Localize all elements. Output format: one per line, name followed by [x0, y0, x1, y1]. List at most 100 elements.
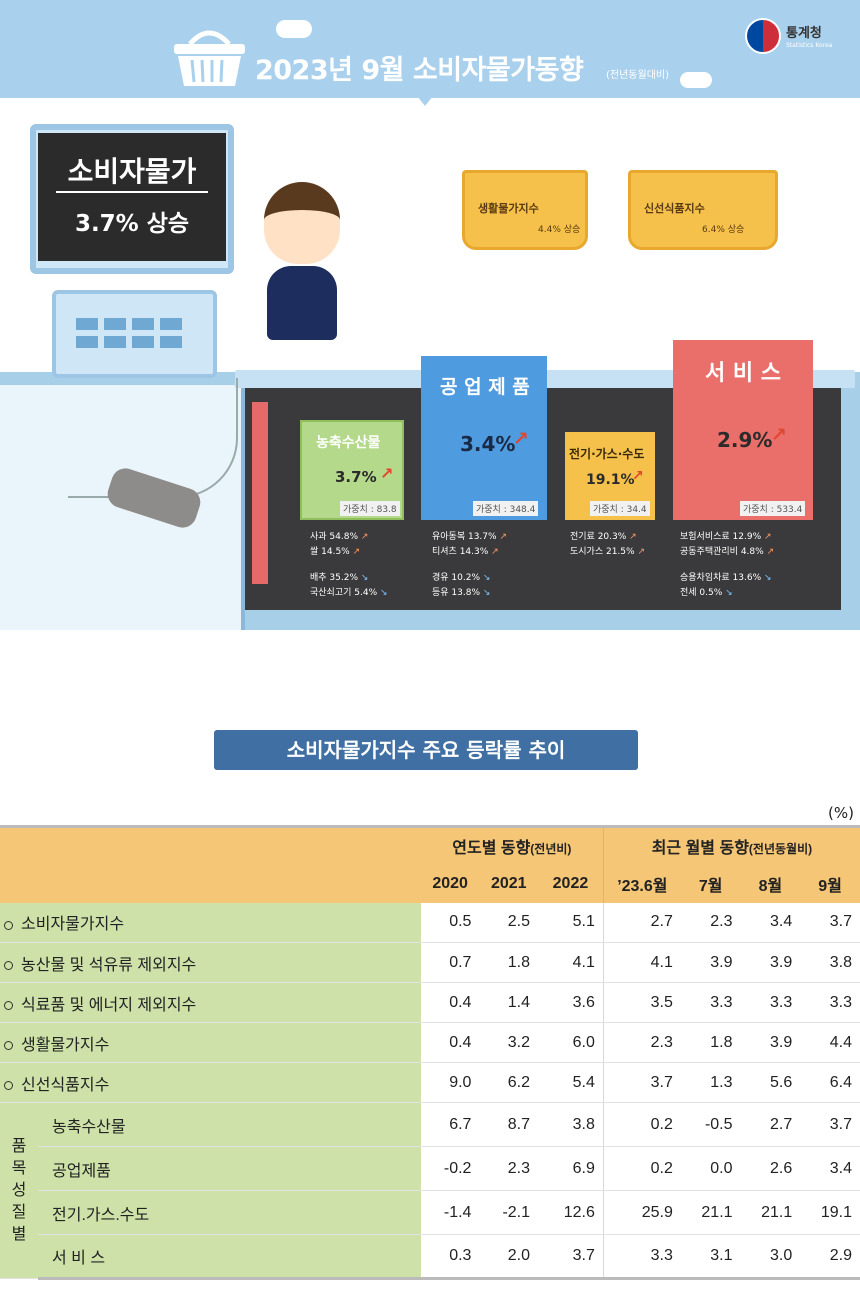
table-cell: 3.9	[680, 942, 741, 983]
monitor-divider	[56, 191, 208, 193]
table-cell: 21.1	[740, 1190, 801, 1235]
cloud-decoration	[276, 20, 312, 38]
table-header-row: 연도별 동향(전년비) 최근 월별 동향(전년동월비)	[0, 825, 860, 903]
category-industry-title: 공 업 제 품	[440, 376, 530, 398]
table-cell: 5.4	[538, 1062, 604, 1103]
page-title: 2023년 9월 소비자물가동향	[255, 55, 584, 86]
clerk-head-icon	[264, 182, 340, 264]
category-industry-value: 3.4%	[460, 432, 516, 456]
service-up-note-2: 공동주택관리비 4.8% ↗	[680, 547, 775, 557]
table-cell: 4.4	[800, 1022, 860, 1063]
basket-fresh-index	[628, 170, 778, 250]
table-cell: 6.4	[800, 1062, 860, 1103]
table-cell: 3.3	[680, 982, 741, 1023]
row-label: 농산물 및 석유류 제외지수	[0, 942, 421, 983]
row-label: 농축수산물	[38, 1102, 421, 1147]
table-cell: 3.4	[740, 902, 801, 943]
bullet-icon	[4, 960, 13, 970]
table-cell: 0.4	[420, 1022, 480, 1063]
row-label: 신선식품지수	[0, 1062, 421, 1103]
table-row: 품 목 성 질 별 농축수산물 6.7 8.7 3.8 0.2 -0.5 2.7…	[0, 1102, 860, 1279]
table-cell: 6.9	[538, 1146, 604, 1191]
industry-up-note-2: 티셔츠 14.3% ↗	[432, 547, 499, 557]
table-row: 서 비 스 0.3 2.0 3.7 3.3 3.1 3.0 2.9	[0, 1234, 860, 1280]
category-agri-title: 농축수산물	[316, 435, 381, 451]
table-cell: 3.2	[479, 1022, 539, 1063]
cloud-decoration	[680, 72, 712, 88]
industry-up-note-1: 유아동복 13.7% ↗	[432, 532, 507, 542]
table-cell: 3.8	[800, 942, 860, 983]
up-arrow-icon: ↗	[771, 424, 787, 446]
category-agri-value: 3.7%	[335, 468, 377, 486]
basket-living-value: 4.4% 상승	[538, 225, 581, 235]
table-cell: 1.8	[680, 1022, 741, 1063]
utility-up-note-1: 전기료 20.3% ↗	[570, 532, 637, 542]
category-utility-title: 전기·가스·수도	[569, 447, 645, 461]
table-cell: 3.7	[602, 1062, 681, 1103]
bullet-icon	[4, 1080, 13, 1090]
utility-up-note-2: 도시가스 21.5% ↗	[570, 547, 645, 557]
register-key	[160, 336, 182, 348]
row-label: 전기.가스.수도	[38, 1190, 421, 1235]
column-header: 7월	[680, 864, 741, 903]
category-service-box	[673, 340, 813, 520]
table-cell: 3.3	[800, 982, 860, 1023]
register-key	[76, 336, 98, 348]
table-cell: 4.1	[538, 942, 604, 983]
header-annual: 연도별 동향(전년비)	[420, 825, 604, 865]
table-cell: 0.7	[420, 942, 480, 983]
industry-down-note-2: 등유 13.8% ↘	[432, 588, 491, 598]
table-cell: 19.1	[800, 1190, 860, 1235]
table-cell: 2.7	[602, 902, 681, 943]
register-key	[160, 318, 182, 330]
column-header: 8월	[740, 864, 801, 903]
logo-text: 통계청	[786, 26, 822, 41]
register-key	[132, 318, 154, 330]
table-cell: 2.3	[479, 1146, 539, 1191]
monitor-value: 3.7% 상승	[74, 211, 190, 237]
basket-fresh-value: 6.4% 상승	[702, 225, 745, 235]
basket-living-label: 생활물가지수	[478, 202, 539, 215]
row-label: 식료품 및 에너지 제외지수	[0, 982, 421, 1023]
bullet-icon	[4, 1040, 13, 1050]
conveyor-bar	[252, 402, 268, 584]
table-cell: 8.7	[479, 1102, 539, 1147]
category-utility-value: 19.1%	[586, 472, 635, 488]
table-cell: 3.9	[740, 1022, 801, 1063]
table-cell: 3.8	[538, 1102, 604, 1147]
table-cell: 3.7	[538, 1234, 604, 1280]
unit-label: (%)	[828, 804, 854, 822]
table-cell: 3.0	[740, 1234, 801, 1280]
header-monthly: 최근 월별 동향(전년동월비)	[602, 825, 860, 865]
table-cell: 0.4	[420, 982, 480, 1023]
table-cell: 25.9	[602, 1190, 681, 1235]
table-cell: 2.9	[800, 1234, 860, 1280]
table-row: 식료품 및 에너지 제외지수 0.4 1.4 3.6 3.5 3.3 3.3 3…	[0, 982, 860, 1023]
table-cell: 3.1	[680, 1234, 741, 1280]
category-industry-weight: 가중치 : 348.4	[473, 501, 539, 516]
table-cell: 3.3	[602, 1234, 681, 1280]
table-row: 생활물가지수 0.4 3.2 6.0 2.3 1.8 3.9 4.4	[0, 1022, 860, 1063]
group-label: 품 목 성 질 별	[0, 1102, 38, 1279]
table-cell: 2.5	[479, 902, 539, 943]
table-row: 신선식품지수 9.0 6.2 5.4 3.7 1.3 5.6 6.4	[0, 1062, 860, 1103]
table-cell: 9.0	[420, 1062, 480, 1103]
header-banner	[0, 0, 860, 98]
table-row: 소비자물가지수 0.5 2.5 5.1 2.7 2.3 3.4 3.7	[0, 902, 860, 943]
table-cell: 3.9	[740, 942, 801, 983]
industry-down-note-1: 경유 10.2% ↘	[432, 573, 491, 583]
row-label: 소비자물가지수	[0, 902, 421, 943]
table-cell: 0.5	[420, 902, 480, 943]
table-header-row: 2020 2021 2022 ’23.6월 7월 8월 9월	[0, 864, 860, 903]
row-label: 공업제품	[38, 1146, 421, 1191]
bullet-icon	[4, 920, 13, 930]
table-cell: 6.0	[538, 1022, 604, 1063]
up-arrow-icon: ↗	[632, 468, 644, 484]
category-service-weight: 가중치 : 533.4	[740, 501, 806, 516]
table-cell: 3.3	[740, 982, 801, 1023]
logo-subtext: Statistics Korea	[786, 42, 833, 49]
table-cell: 3.4	[800, 1146, 860, 1191]
table-cell: 2.3	[680, 902, 741, 943]
column-header: ’23.6월	[602, 864, 681, 903]
monitor-title: 소비자물가	[67, 155, 197, 188]
